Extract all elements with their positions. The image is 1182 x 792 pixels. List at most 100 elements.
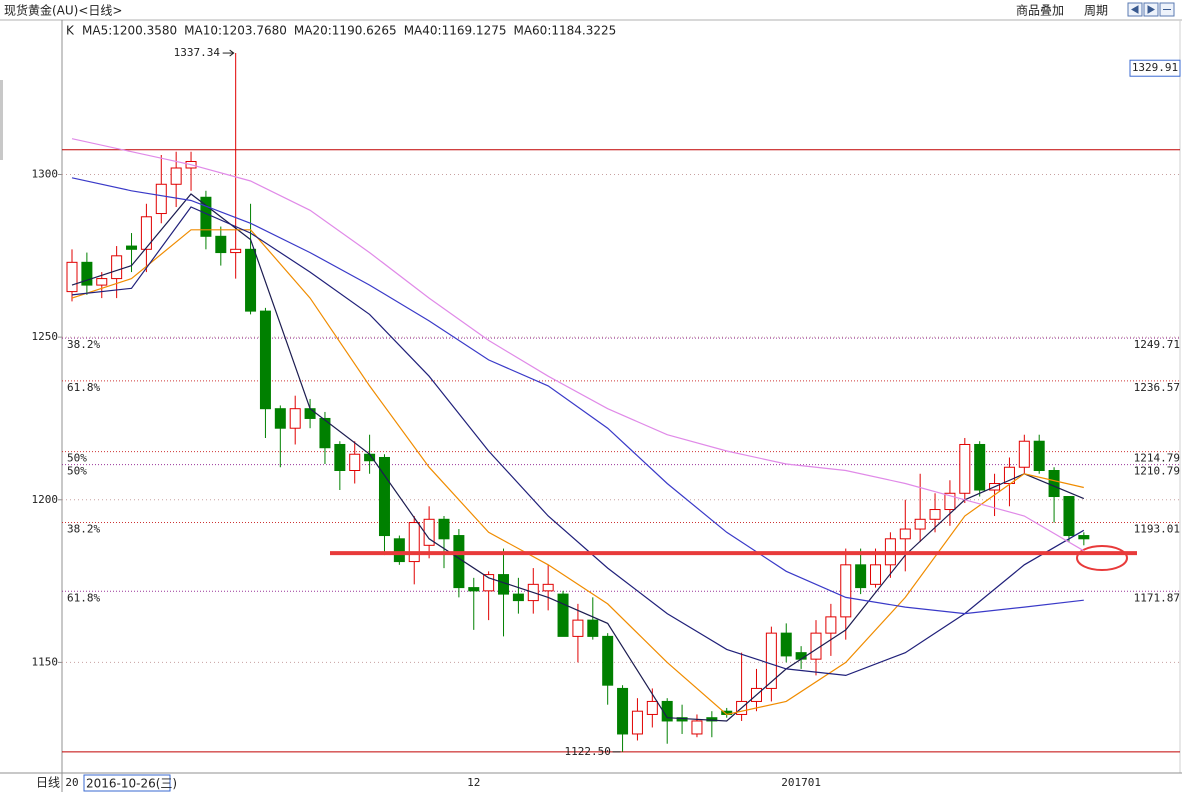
candle-body <box>259 310 271 410</box>
candle-body <box>215 235 227 254</box>
candle-body <box>587 619 599 637</box>
legend-entry: MA10:1203.7680 <box>184 24 287 38</box>
ma-line <box>71 229 1084 716</box>
candle-body <box>810 632 822 660</box>
ma-line <box>71 138 1085 552</box>
candle-body <box>646 700 658 715</box>
x-tick-label: 20 <box>65 776 78 789</box>
candle-body <box>170 167 182 185</box>
candle-body <box>468 587 480 592</box>
chart-title: 现货黄金(AU)<日线> <box>4 3 122 18</box>
side-handle <box>0 80 3 160</box>
candle-body <box>512 593 524 602</box>
nav-glyphs <box>1131 5 1171 14</box>
candle-body <box>393 538 405 563</box>
candle-body <box>691 720 703 735</box>
candle-body <box>81 261 93 286</box>
cursor-price-box <box>1129 59 1181 77</box>
candle-body <box>438 518 450 540</box>
period-button[interactable]: 周期 <box>1084 4 1108 18</box>
candle-body <box>140 216 152 250</box>
cursor-date: 2016-10-26(三) <box>86 777 177 791</box>
candle-body <box>289 408 301 429</box>
candle-body <box>542 583 554 592</box>
candle-body <box>1003 466 1015 485</box>
candle-body <box>319 417 331 449</box>
cursor-price: 1329.91 <box>1132 61 1178 74</box>
candle-body <box>334 443 346 471</box>
candle-body <box>795 652 807 660</box>
candle-body <box>780 632 792 657</box>
min-label: 1122.50 <box>565 745 611 758</box>
candle-body <box>1078 535 1090 540</box>
ma-line <box>71 193 1085 722</box>
candle-body <box>96 278 108 286</box>
candle-body <box>855 564 867 589</box>
y-tick-label: 1150 <box>32 655 59 668</box>
candle-body <box>959 443 971 494</box>
candle-body <box>1063 496 1075 537</box>
candle-body <box>483 574 495 592</box>
legend-prefix: K <box>66 24 75 38</box>
candle-body <box>453 535 465 589</box>
fib-pct-label: 38.2% <box>67 523 100 536</box>
candle-body <box>349 453 361 471</box>
fib-value-label: 1193.01 <box>1134 523 1180 536</box>
candle-body <box>245 248 257 312</box>
candle-body <box>1018 440 1030 468</box>
candle-body <box>111 255 123 280</box>
candle-body <box>661 700 673 722</box>
legend-entry: MA40:1169.1275 <box>404 24 507 38</box>
candle-body <box>1048 469 1060 498</box>
legend-entry: MA5:1200.3580 <box>82 24 177 38</box>
candle-body <box>602 635 614 686</box>
max-arrow-head <box>229 49 235 57</box>
candle-body <box>557 593 569 637</box>
fib-value-label: 1210.79 <box>1134 465 1180 478</box>
overlay-button[interactable]: 商品叠加 <box>1016 3 1064 18</box>
y-tick-label: 1200 <box>32 493 59 506</box>
y-tick-label: 1250 <box>32 330 59 343</box>
cursor-date-box <box>83 774 171 792</box>
period-label: 日线 <box>36 776 60 790</box>
candle-body <box>631 710 643 735</box>
ma-line <box>71 206 1085 677</box>
header-bar <box>0 0 1182 20</box>
candle-body <box>914 518 926 530</box>
candle-body <box>572 619 584 637</box>
candle-body <box>929 509 941 520</box>
fib-pct-label: 61.8% <box>67 591 100 604</box>
candle-body <box>274 408 286 429</box>
candle-body <box>870 564 882 585</box>
y-tick-label: 1300 <box>32 168 59 181</box>
candle-body <box>155 183 167 215</box>
fib-value-label: 1236.57 <box>1134 381 1180 394</box>
x-tick-label: 201701 <box>781 776 821 789</box>
candle-body <box>825 616 837 634</box>
candle-body <box>66 261 78 293</box>
candle-body <box>765 632 777 689</box>
fib-pct-label: 61.8% <box>67 381 100 394</box>
candle-body <box>304 408 316 419</box>
fib-pct-label: 38.2% <box>67 338 100 351</box>
candle-body <box>899 528 911 540</box>
fib-value-label: 1214.79 <box>1134 452 1180 465</box>
ma-line <box>71 177 1084 615</box>
candle-body <box>408 522 420 563</box>
fib-pct-label: 50% <box>67 452 87 465</box>
candle-body <box>378 456 390 537</box>
candle-body <box>230 248 242 254</box>
fib-value-label: 1171.87 <box>1134 591 1180 604</box>
fib-value-label: 1249.71 <box>1134 338 1180 351</box>
fib-pct-label: 50% <box>67 465 87 478</box>
legend-entry: MA20:1190.6265 <box>294 24 397 38</box>
nav-icons <box>1127 2 1175 17</box>
candle-body <box>974 443 986 491</box>
legend: MA5:1200.3580 MA10:1203.7680 MA20:1190.626… <box>82 24 616 38</box>
max-label: 1337.34 <box>174 46 221 59</box>
candle-body <box>840 564 852 618</box>
candle-body <box>126 245 138 250</box>
candle-body <box>617 687 629 735</box>
candle-body <box>1033 440 1045 471</box>
